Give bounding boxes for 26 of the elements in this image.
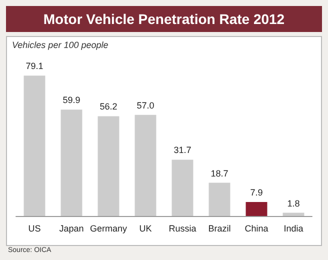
x-tick-label: UK (139, 224, 152, 234)
bar (98, 116, 120, 216)
data-label: 59.9 (62, 95, 80, 106)
chart-subtitle: Vehicles per 100 people (12, 40, 108, 50)
chart-title: Motor Vehicle Penetration Rate 2012 (6, 6, 322, 32)
bar (134, 114, 156, 216)
data-label: 56.2 (100, 102, 118, 112)
data-label: 7.9 (250, 187, 263, 198)
bar (208, 182, 230, 216)
bar (172, 160, 194, 216)
x-tick-label: Germany (90, 224, 128, 234)
bar (24, 76, 46, 216)
bar (60, 110, 82, 216)
x-tick-label: Russia (168, 224, 196, 234)
data-label: 1.8 (287, 198, 300, 208)
data-label: 79.1 (26, 61, 44, 72)
x-tick-label: China (244, 224, 268, 234)
bar (246, 202, 268, 216)
data-label: 57.0 (136, 100, 154, 110)
x-tick-label: India (284, 224, 304, 234)
data-label: 31.7 (174, 145, 192, 156)
data-label: 18.7 (210, 168, 228, 178)
x-tick-label: Japan (59, 224, 84, 234)
x-tick-label: US (28, 224, 41, 234)
bar (282, 212, 304, 216)
x-tick-label: Brazil (208, 224, 231, 234)
